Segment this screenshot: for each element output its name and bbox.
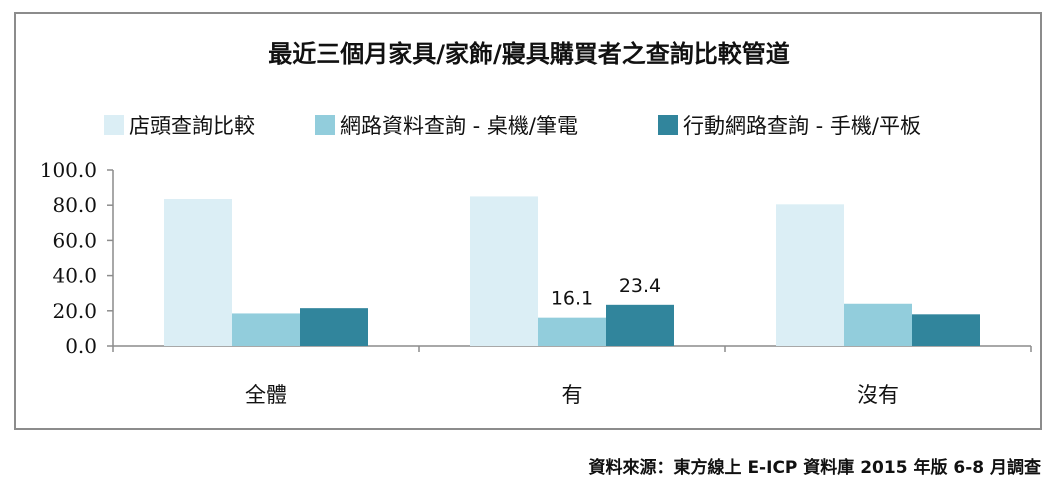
bar-s2-3	[844, 303, 912, 346]
x-category-label: 有	[562, 383, 583, 407]
legend-item-3: 行動網路查詢 - 手機/平板	[658, 114, 921, 138]
x-category-label: 全體	[245, 383, 287, 407]
x-category-label: 沒有	[857, 383, 899, 407]
legend-swatch	[315, 115, 335, 135]
bar-s3-1	[300, 308, 368, 346]
bar-s2-2	[538, 317, 606, 346]
legend-swatch	[104, 115, 124, 135]
y-tick-label: 80.0	[52, 193, 97, 217]
legend-item-2: 網路資料查詢 - 桌機/筆電	[315, 114, 578, 138]
y-tick-label: 60.0	[52, 228, 97, 252]
legend-swatch	[658, 115, 678, 135]
bar-s1-3	[776, 204, 844, 346]
legend-item-1: 店頭查詢比較	[104, 114, 255, 138]
legend-label: 網路資料查詢 - 桌機/筆電	[340, 114, 578, 138]
bar-s1-2	[470, 196, 538, 346]
legend-label: 店頭查詢比較	[129, 114, 255, 138]
chart-title: 最近三個月家具/家飾/寢具購買者之查詢比較管道	[268, 40, 790, 68]
legend: 店頭查詢比較 網路資料查詢 - 桌機/筆電 行動網路查詢 - 手機/平板	[104, 114, 921, 138]
source-note: 資料來源：東方線上 E-ICP 資料庫 2015 年版 6-8 月調查	[588, 458, 1041, 478]
plot-area: 0.0 20.0 40.0 60.0 80.0 100.0 全體 有 沒有 16.1 23.4	[40, 158, 1032, 407]
bar-s1-1	[164, 199, 232, 346]
data-label: 23.4	[619, 275, 661, 297]
y-tick-label: 100.0	[40, 158, 97, 182]
bar-s3-2	[606, 304, 674, 346]
bar-s2-1	[232, 313, 300, 346]
legend-label: 行動網路查詢 - 手機/平板	[683, 114, 921, 138]
bar-s3-3	[912, 314, 980, 346]
data-label: 16.1	[551, 288, 593, 310]
y-tick-label: 0.0	[65, 334, 97, 358]
y-tick-label: 20.0	[52, 299, 97, 323]
y-tick-label: 40.0	[52, 264, 97, 288]
